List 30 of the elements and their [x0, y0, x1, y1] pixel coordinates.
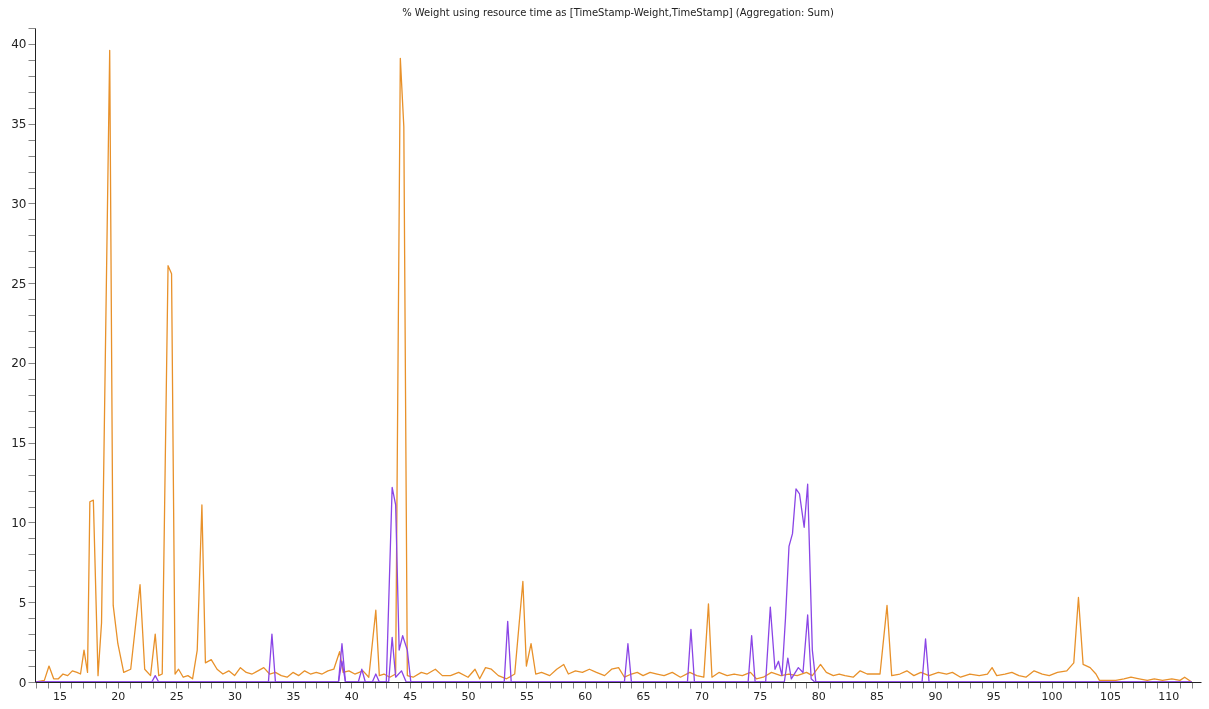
x-tick-label: 40 — [344, 689, 359, 703]
y-tick-label: 35 — [11, 117, 27, 132]
x-tick-label: 20 — [111, 689, 126, 703]
x-tick-label: 35 — [286, 689, 301, 703]
x-tick-label: 85 — [870, 689, 885, 703]
x-tick-label: 105 — [1099, 689, 1121, 703]
x-tick-label: 60 — [578, 689, 593, 703]
chart-title: % Weight using resource time as [TimeStamp-Weight,TimeStamp] (Aggregation: Sum) — [402, 7, 834, 18]
x-tick-label: 75 — [753, 689, 768, 703]
y-tick-label: 30 — [11, 196, 27, 211]
x-tick-label: 90 — [928, 689, 943, 703]
y-tick-label: 40 — [11, 37, 27, 52]
y-tick-label: 15 — [11, 436, 27, 451]
y-tick-label: 0 — [18, 675, 27, 690]
x-tick-label: 110 — [1158, 689, 1180, 703]
y-tick-label: 5 — [18, 595, 27, 610]
x-tick-label: 80 — [811, 689, 826, 703]
x-tick-label: 50 — [461, 689, 476, 703]
x-tick-label: 45 — [403, 689, 418, 703]
x-tick-label: 30 — [228, 689, 243, 703]
x-tick-label: 65 — [636, 689, 651, 703]
y-tick-label: 20 — [11, 356, 27, 371]
x-tick-label: 25 — [169, 689, 184, 703]
x-tick-label: 70 — [694, 689, 709, 703]
x-tick-label: 95 — [986, 689, 1001, 703]
x-tick-label: 55 — [519, 689, 534, 703]
x-tick-label: 100 — [1041, 689, 1063, 703]
y-tick-label: 25 — [11, 276, 27, 291]
y-tick-label: 10 — [11, 515, 27, 530]
x-tick-label: 15 — [53, 689, 68, 703]
